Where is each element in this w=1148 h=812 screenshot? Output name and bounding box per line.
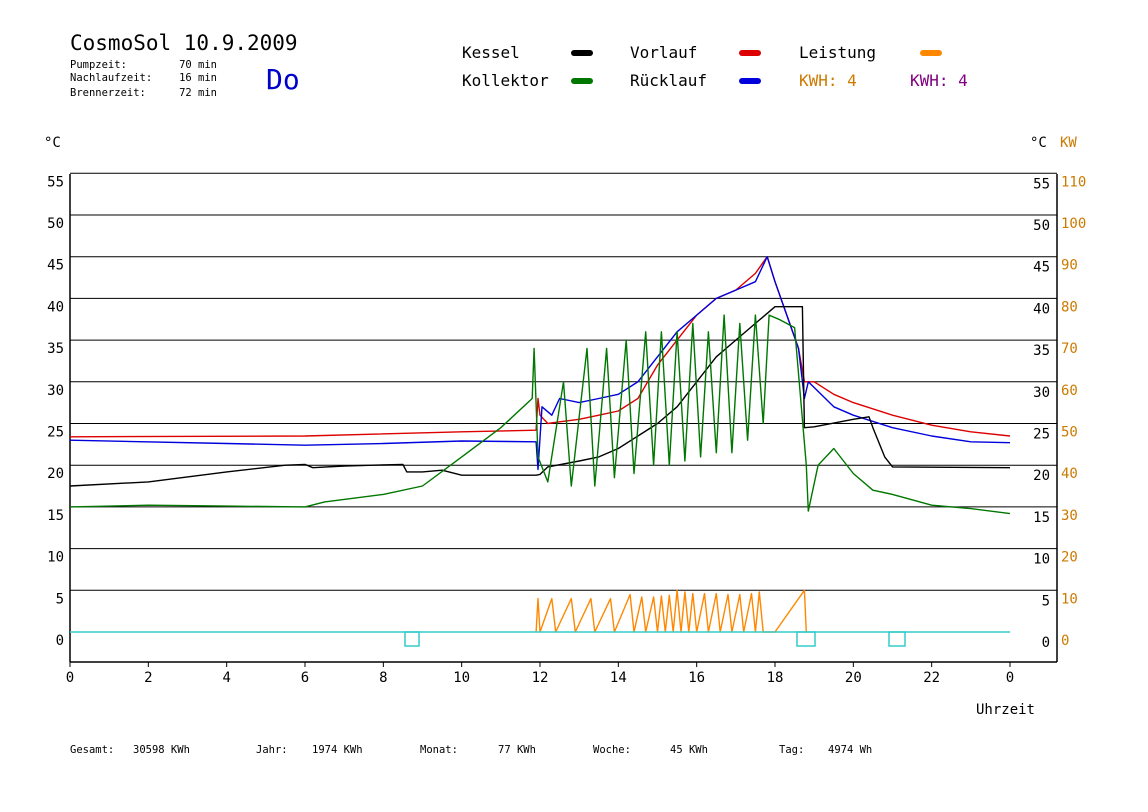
x-tick-label: 8 — [379, 670, 387, 686]
y2-tick-label: 80 — [1061, 299, 1078, 315]
y-right-tick-label: 10 — [1033, 552, 1050, 568]
legend-label-leistung: Leistung — [799, 43, 876, 62]
marker-box — [888, 631, 906, 647]
series-line-kollektor — [69, 314, 1011, 515]
chart-title: CosmoSol 10.9.2009 — [70, 31, 298, 55]
y-tick-label: 25 — [47, 425, 64, 441]
param-value-brennerzeit: 72 min — [179, 87, 217, 99]
kwh-purple: KWH: 4 — [910, 71, 968, 90]
y-tick-label: 0 — [56, 633, 64, 649]
total-value-gesamt: 30598 KWh — [133, 744, 190, 756]
x-axis-label: Uhrzeit — [976, 702, 1035, 718]
y-left-unit: °C — [44, 135, 61, 151]
y-right-tick-label: 20 — [1033, 468, 1050, 484]
legend-label-ruecklauf: Rücklauf — [630, 71, 707, 90]
y2-tick-label: 20 — [1061, 550, 1078, 566]
y2-tick-label: 10 — [1061, 591, 1078, 607]
series-lines — [69, 256, 1011, 633]
x-tick-label: 2 — [144, 670, 152, 686]
y2-tick-label: 70 — [1061, 341, 1078, 357]
y-right-tick-label: 35 — [1033, 343, 1050, 359]
y-right-tick-label: 40 — [1033, 301, 1050, 317]
total-label-tag: Tag: — [779, 744, 804, 756]
y-tick-label: 55 — [47, 174, 64, 190]
param-label-brennerzeit: Brennerzeit: — [70, 87, 146, 99]
y-right-tick-label: 15 — [1033, 510, 1050, 526]
y-tick-label: 35 — [47, 341, 64, 357]
total-value-monat: 77 KWh — [498, 744, 536, 756]
legend: Kessel Vorlauf Leistung Kollektor Rückla… — [462, 43, 968, 90]
x-tick-label: 0 — [66, 670, 74, 686]
series-line-vorlauf — [69, 256, 1011, 438]
legend-swatch-kollektor — [571, 78, 593, 84]
x-tick-label: 10 — [453, 670, 470, 686]
y-tick-label: 15 — [47, 508, 64, 524]
total-value-jahr: 1974 KWh — [312, 744, 363, 756]
series-line-kessel — [69, 306, 1011, 487]
x-tick-label: 18 — [767, 670, 784, 686]
total-value-tag: 4974 Wh — [828, 744, 872, 756]
x-tick-labels: 0 2 4 6 8 10 12 14 16 18 20 22 0 — [66, 662, 1014, 686]
y-tick-label: 50 — [47, 216, 64, 232]
y-right-tick-label: 0 — [1042, 635, 1050, 651]
y-tick-label: 30 — [47, 383, 64, 399]
marker-box — [404, 631, 420, 647]
total-label-woche: Woche: — [593, 744, 631, 756]
legend-swatch-leistung — [920, 50, 942, 56]
legend-label-kollektor: Kollektor — [462, 71, 549, 90]
kwh-orange: KWH: 4 — [799, 71, 857, 90]
y-tick-label: 10 — [47, 550, 64, 566]
x-tick-label: 12 — [532, 670, 549, 686]
y-right-tick-label: 25 — [1033, 427, 1050, 443]
weekday-label: Do — [266, 63, 300, 96]
y2-unit: KW — [1060, 135, 1077, 151]
legend-swatch-vorlauf — [739, 50, 761, 56]
y-tick-label: 40 — [47, 299, 64, 315]
y2-tick-label: 100 — [1061, 216, 1086, 232]
x-tick-label: 4 — [222, 670, 230, 686]
y2-tick-label: 90 — [1061, 258, 1078, 274]
legend-swatch-ruecklauf — [739, 78, 761, 84]
x-tick-label: 0 — [1006, 670, 1014, 686]
y-right-tick-label: 30 — [1033, 385, 1050, 401]
y2-tick-label: 0 — [1061, 633, 1069, 649]
x-tick-label: 14 — [610, 670, 627, 686]
y-right-unit: °C — [1030, 135, 1047, 151]
total-label-gesamt: Gesamt: — [70, 744, 114, 756]
y2-tick-label: 40 — [1061, 466, 1078, 482]
param-label-nachlaufzeit: Nachlaufzeit: — [70, 72, 152, 84]
param-value-nachlaufzeit: 16 min — [179, 72, 217, 84]
y2-tick-label: 110 — [1061, 174, 1086, 190]
total-value-woche: 45 KWh — [670, 744, 708, 756]
y-right-tick-label: 50 — [1033, 218, 1050, 234]
y2-tick-label: 60 — [1061, 383, 1078, 399]
y-tick-label: 20 — [47, 466, 64, 482]
legend-swatch-kessel — [571, 50, 593, 56]
marker-box — [796, 631, 816, 647]
param-label-pumpzeit: Pumpzeit: — [70, 59, 127, 71]
y-tick-label: 45 — [47, 258, 64, 274]
total-label-monat: Monat: — [420, 744, 458, 756]
series-line-leistung — [535, 589, 807, 633]
param-value-pumpzeit: 70 min — [179, 59, 217, 71]
x-tick-label: 6 — [301, 670, 309, 686]
legend-label-kessel: Kessel — [462, 43, 520, 62]
y-right-tick-label: 5 — [1042, 593, 1050, 609]
y-right-tick-label: 45 — [1033, 260, 1050, 276]
y2-tick-label: 30 — [1061, 508, 1078, 524]
x-tick-label: 22 — [923, 670, 940, 686]
gridlines — [70, 172, 1057, 591]
footer-totals: Gesamt: 30598 KWh Jahr: 1974 KWh Monat: … — [70, 744, 872, 756]
y-tick-label: 5 — [56, 591, 64, 607]
x-tick-label: 20 — [845, 670, 862, 686]
y2-tick-label: 50 — [1061, 425, 1078, 441]
legend-label-vorlauf: Vorlauf — [630, 43, 697, 62]
series-line-r-cklauf — [69, 256, 1011, 471]
total-label-jahr: Jahr: — [256, 744, 288, 756]
x-tick-label: 16 — [688, 670, 705, 686]
y-right-tick-label: 55 — [1033, 176, 1050, 192]
